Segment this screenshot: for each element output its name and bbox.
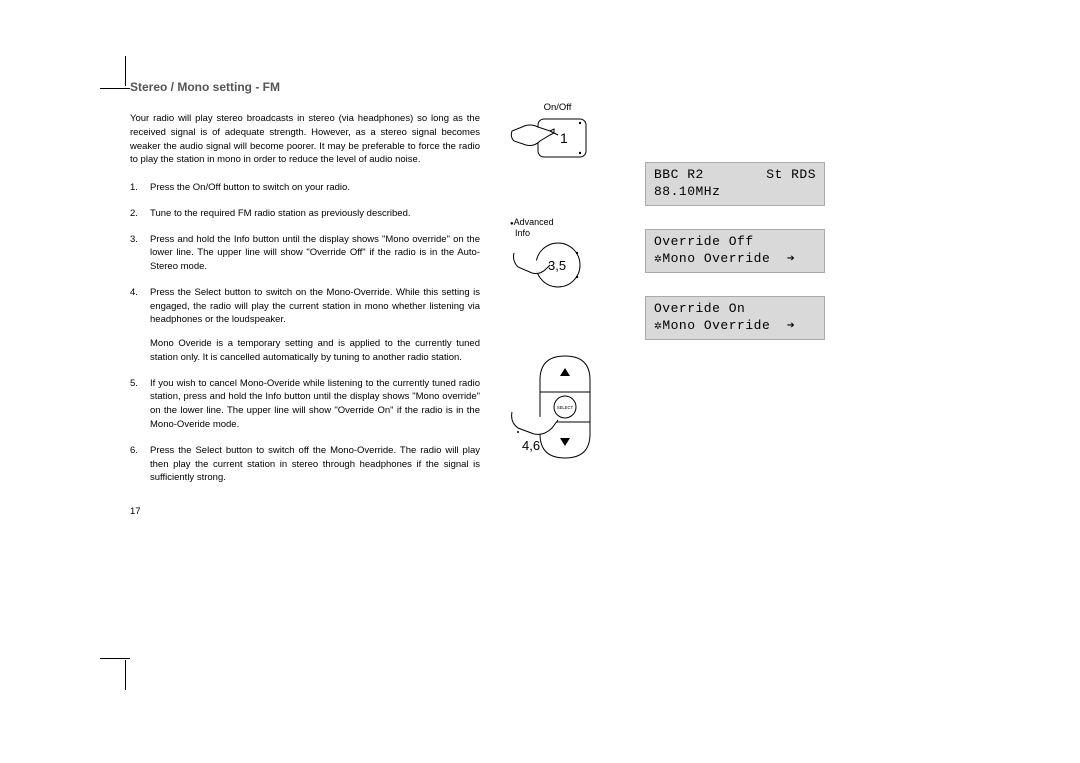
info-button-figure: ●Advanced Info 3,5 — [510, 217, 605, 291]
step-4-note: Mono Overide is a temporary setting and … — [150, 337, 480, 365]
lcd-screen-station: BBC R2 St RDS 88.10MHz — [645, 162, 825, 206]
crop-mark — [100, 658, 130, 659]
lcd3-line1: Override On — [654, 301, 745, 318]
lcd1-station: BBC R2 — [654, 167, 704, 184]
text-column: Your radio will play stereo broadcasts i… — [130, 112, 480, 519]
section-heading: Stereo / Mono setting - FM — [130, 80, 960, 94]
onoff-button-icon: 1 — [510, 113, 605, 165]
step-4: Press the Select button to switch on the… — [130, 286, 480, 365]
step-5: If you wish to cancel Mono-Overide while… — [130, 377, 480, 432]
intro-paragraph: Your radio will play stereo broadcasts i… — [130, 112, 480, 167]
onoff-button-figure: On/Off 1 — [510, 102, 605, 165]
crop-mark — [100, 88, 130, 89]
step-1: Press the On/Off button to switch on you… — [130, 181, 480, 195]
page-number: 17 — [130, 505, 480, 519]
step-2: Tune to the required FM radio station as… — [130, 207, 480, 221]
select-button-figure: SELECT 4,6 — [510, 352, 615, 462]
select-label: SELECT — [557, 405, 574, 410]
lcd2-line2: ✲Mono Override ➔ — [654, 251, 795, 268]
crop-mark — [125, 660, 126, 690]
info-button-icon: 3,5 — [510, 239, 605, 291]
lcd1-freq: 88.10MHz — [654, 184, 720, 201]
step-3: Press and hold the Info button until the… — [130, 233, 480, 274]
step-6: Press the Select button to switch off th… — [130, 444, 480, 485]
lcd1-status: St RDS — [766, 167, 816, 184]
info-label: ●Advanced Info — [510, 217, 605, 239]
step-4-text: Press the Select button to switch on the… — [150, 287, 480, 326]
onoff-label: On/Off — [510, 102, 605, 113]
lcd2-line1: Override Off — [654, 234, 754, 251]
instruction-list: Press the On/Off button to switch on you… — [130, 181, 480, 485]
lcd-screen-override-on: Override On ✲Mono Override ➔ — [645, 296, 825, 340]
crop-mark — [125, 56, 126, 86]
select-rocker-icon: SELECT 4,6 — [510, 352, 615, 462]
lcd3-line2: ✲Mono Override ➔ — [654, 318, 795, 335]
lcd-screen-override-off: Override Off ✲Mono Override ➔ — [645, 229, 825, 273]
info-step-numbers: 3,5 — [548, 258, 566, 273]
manual-page: Stereo / Mono setting - FM Your radio wi… — [130, 80, 960, 519]
illustration-column: On/Off 1 ●Advanced Info — [510, 112, 960, 519]
select-step-numbers: 4,6 — [522, 438, 540, 453]
onoff-step-number: 1 — [560, 130, 568, 146]
